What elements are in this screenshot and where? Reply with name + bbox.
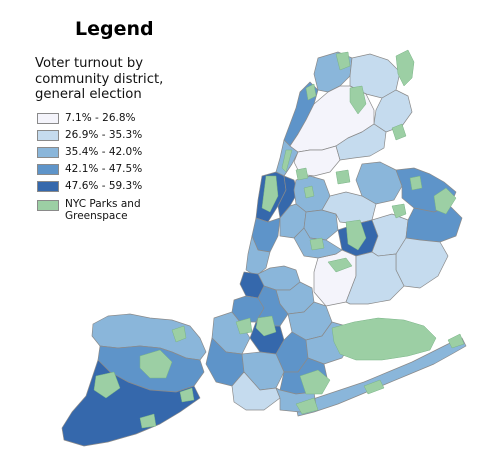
- park-forest-park[interactable]: [327, 257, 353, 273]
- district-qn-flushing[interactable]: [355, 161, 403, 205]
- park-fresh-kills[interactable]: [93, 371, 121, 399]
- park-van-cortlandt[interactable]: [335, 51, 351, 71]
- park-miller-field[interactable]: [179, 387, 195, 403]
- park-cunningham[interactable]: [409, 175, 423, 191]
- legend-swatch: [37, 181, 59, 192]
- legend-item: 35.4% - 42.0%: [37, 145, 277, 163]
- district-qn-southjamaica[interactable]: [395, 237, 449, 289]
- legend-parks-line: Greenspace: [65, 210, 128, 222]
- district-bk-bedstuy[interactable]: [255, 285, 289, 327]
- park-bayswater[interactable]: [447, 333, 465, 349]
- legend-item-parks: NYC Parks and Greenspace: [37, 198, 277, 222]
- park-rikers-area[interactable]: [335, 169, 351, 185]
- legend-label: 47.6% - 59.3%: [65, 180, 143, 192]
- park-bronx-park[interactable]: [349, 85, 367, 115]
- legend-title: Legend: [75, 18, 154, 40]
- legend-subtitle-line: Voter turnout by: [35, 56, 144, 71]
- park-riverside[interactable]: [281, 149, 293, 173]
- legend-parks-line: NYC Parks and: [65, 198, 141, 210]
- legend-item: 7.1% - 26.8%: [37, 111, 277, 129]
- legend-item: 26.9% - 35.3%: [37, 128, 277, 146]
- district-mn-lower[interactable]: [245, 235, 271, 277]
- legend-subtitle-line: community district,: [35, 71, 164, 87]
- legend-swatch: [37, 147, 59, 158]
- district-qn-howard[interactable]: [345, 251, 405, 305]
- legend-swatch: [37, 113, 59, 124]
- park-highland[interactable]: [309, 237, 325, 251]
- park-ferry-point[interactable]: [391, 123, 407, 141]
- legend-subtitle: Voter turnout by community district, gen…: [35, 56, 235, 103]
- park-pelham-bay[interactable]: [395, 49, 415, 87]
- park-greenbelt[interactable]: [139, 349, 173, 379]
- park-clove-lakes[interactable]: [171, 325, 187, 343]
- legend-label-parks: NYC Parks and Greenspace: [65, 198, 141, 222]
- park-kissena[interactable]: [391, 203, 407, 219]
- park-randalls-island[interactable]: [295, 167, 309, 181]
- park-greenwood[interactable]: [235, 317, 253, 335]
- park-wolfes-pond[interactable]: [139, 413, 157, 429]
- park-prospect[interactable]: [255, 315, 277, 337]
- district-qn-jackson[interactable]: [303, 209, 339, 241]
- legend-label: 42.1% - 47.5%: [65, 163, 143, 175]
- legend-label: 7.1% - 26.8%: [65, 112, 136, 124]
- legend-swatch: [37, 164, 59, 175]
- park-alley-pond[interactable]: [433, 187, 457, 215]
- legend-item: 42.1% - 47.5%: [37, 162, 277, 180]
- district-bx-soundview[interactable]: [335, 123, 387, 161]
- legend-swatch: [37, 130, 59, 141]
- park-inwood[interactable]: [305, 83, 317, 101]
- legend-label: 35.4% - 42.0%: [65, 146, 143, 158]
- park-marine[interactable]: [299, 369, 331, 395]
- park-flushing-meadows[interactable]: [345, 219, 367, 251]
- legend-subtitle-line: general election: [35, 87, 142, 102]
- legend-swatch-parks: [37, 200, 59, 211]
- park-rockaway-beach[interactable]: [363, 379, 385, 395]
- park-jamaica-bay[interactable]: [331, 317, 437, 361]
- park-central-park[interactable]: [261, 175, 279, 213]
- park-astoria[interactable]: [303, 185, 315, 199]
- district-qn-rockaway[interactable]: [295, 337, 467, 417]
- park-gateway-breezy[interactable]: [295, 397, 319, 415]
- legend-label: 26.9% - 35.3%: [65, 129, 143, 141]
- legend-item: 47.6% - 59.3%: [37, 179, 277, 197]
